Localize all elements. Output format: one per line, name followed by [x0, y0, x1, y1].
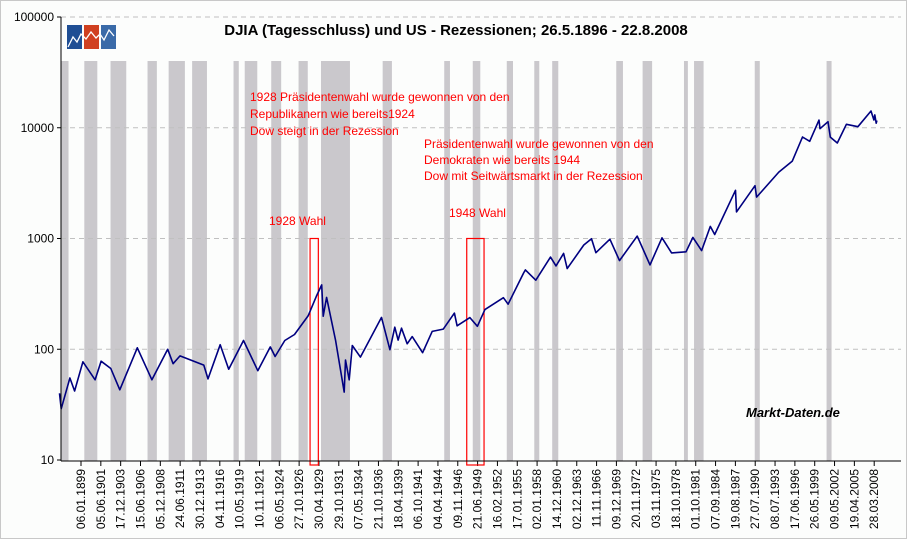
x-tick-label: 30.04.1929 [312, 469, 326, 529]
annotation-line: Republikanern wie bereits1924 [250, 107, 415, 121]
x-tick-label: 21.06.1949 [471, 469, 485, 529]
recession-band [320, 61, 350, 461]
x-tick-label: 07.09.1984 [709, 469, 723, 529]
x-tick-label: 06.01.1899 [74, 469, 88, 529]
x-tick-label: 06.10.1941 [411, 469, 425, 529]
x-tick-label: 09.12.1969 [609, 469, 623, 529]
annotation-line: 1928 Präsidentenwahl wurde gewonnen von … [250, 90, 510, 104]
watermark: Markt-Daten.de [746, 405, 840, 420]
x-tick-label: 17.06.1996 [788, 469, 802, 529]
x-tick-label: 19.04.2005 [847, 469, 861, 529]
recession-band [244, 61, 258, 461]
x-tick-label: 05.06.1901 [94, 469, 108, 529]
x-tick-label: 19.08.1987 [728, 469, 742, 529]
x-tick-label: 30.12.1913 [193, 469, 207, 529]
recession-band [382, 61, 392, 461]
y-tick-label: 10 [41, 453, 55, 467]
annotation-line: Demokraten wie bereits 1944 [424, 153, 580, 167]
annotation-line: Dow steigt in der Rezession [250, 124, 399, 138]
recession-bands [61, 61, 832, 461]
x-tick-label: 14.12.1960 [550, 469, 564, 529]
recession-band [506, 61, 513, 461]
x-tick-label: 11.11.1966 [590, 469, 604, 528]
recession-band [694, 61, 704, 461]
recession-band [192, 61, 207, 461]
x-tick-label: 05.12.1908 [153, 469, 167, 529]
x-tick-label: 10.11.1921 [252, 469, 266, 528]
x-tick-label: 21.10.1936 [371, 469, 385, 529]
x-tick-label: 29.10.1931 [332, 469, 346, 529]
y-tick-label: 10000 [21, 121, 55, 135]
annotation-line: Präsidentenwahl wurde gewonnen von den [424, 137, 654, 151]
label-1928-wahl: 1928 Wahl [269, 214, 326, 228]
y-tick-label: 100000 [14, 10, 54, 24]
x-tick-label: 18.10.1978 [669, 469, 683, 529]
x-tick-label: 08.07.1993 [768, 469, 782, 529]
x-tick-label: 24.06.1911 [173, 469, 187, 528]
election-boxes [309, 237, 485, 466]
recession-band [552, 61, 559, 461]
recession-band [168, 61, 185, 461]
x-tick-label: 27.07.1990 [748, 469, 762, 529]
x-tick-label: 28.03.2008 [867, 469, 881, 529]
x-tick-label: 04.11.1916 [213, 469, 227, 528]
recession-band [642, 61, 653, 461]
y-tick-label: 100 [34, 342, 54, 356]
election-box [466, 237, 485, 466]
x-tick-label: 09.05.2002 [828, 469, 842, 529]
recession-band [683, 61, 688, 461]
recession-band [754, 61, 760, 461]
recession-band [84, 61, 98, 461]
x-tick-label: 07.05.1934 [352, 469, 366, 529]
recession-band [233, 61, 239, 461]
y-tick-label: 1000 [27, 232, 54, 246]
x-tick-label: 01.10.1981 [689, 469, 703, 529]
recession-band [826, 61, 832, 461]
label-1948-wahl: 1948 Wahl [449, 206, 506, 220]
recession-band [444, 61, 450, 461]
x-tick-label: 16.02.1952 [490, 469, 504, 529]
x-tick-label: 15.06.1906 [133, 469, 147, 529]
x-tick-label: 03.11.1975 [649, 469, 663, 528]
y-axis-labels: 100000 10000 1000 100 10 [14, 10, 61, 467]
annotation-1928: 1928 Präsidentenwahl wurde gewonnen von … [250, 90, 510, 138]
x-tick-label: 02.01.1958 [530, 469, 544, 529]
recession-band [472, 61, 481, 461]
x-tick-label: 20.11.1972 [629, 469, 643, 528]
recession-band [271, 61, 282, 461]
x-axis: 06.01.1899 05.06.1901 17.12.1903 15.06.1906… [74, 461, 881, 529]
recession-band [534, 61, 540, 461]
x-tick-label: 18.04.1939 [391, 469, 405, 529]
chart-title: DJIA (Tagesschluss) und US - Rezessionen… [224, 22, 688, 39]
recession-band [61, 61, 69, 461]
x-tick-label: 10.05.1919 [233, 469, 247, 529]
x-tick-label: 02.12.1963 [570, 469, 584, 529]
logo [67, 25, 116, 49]
gridlines [61, 16, 901, 350]
election-box [309, 237, 319, 466]
x-tick-label: 04.04.1944 [431, 469, 445, 529]
x-tick-label: 06.05.1924 [272, 469, 286, 529]
x-tick-label: 09.11.1946 [451, 469, 465, 528]
x-tick-label: 17.01.1955 [510, 469, 524, 529]
x-tick-label: 27.10.1926 [292, 469, 306, 529]
djia-line [58, 110, 878, 410]
x-tick-label: 17.12.1903 [114, 469, 128, 529]
x-tick-label: 26.05.1999 [808, 469, 822, 529]
annotation-line: Dow mit Seitwärtsmarkt in der Rezession [424, 169, 643, 183]
recession-band [147, 61, 157, 461]
recession-band [298, 61, 308, 461]
annotation-1948: Präsidentenwahl wurde gewonnen von den D… [424, 137, 654, 183]
recession-band [110, 61, 127, 461]
